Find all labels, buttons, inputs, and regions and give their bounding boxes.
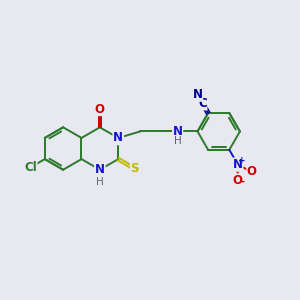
Text: O: O <box>247 166 256 178</box>
Text: O: O <box>232 174 242 187</box>
Text: N: N <box>233 158 243 171</box>
Text: N: N <box>193 88 202 101</box>
Text: H: H <box>96 176 104 187</box>
Text: +: + <box>238 156 246 165</box>
Text: N: N <box>173 125 183 138</box>
Text: N: N <box>113 131 123 144</box>
Text: O: O <box>95 103 105 116</box>
Text: -: - <box>240 177 244 187</box>
Text: S: S <box>130 162 139 175</box>
Text: Cl: Cl <box>24 161 37 174</box>
Text: H: H <box>174 136 182 146</box>
Text: C: C <box>198 97 207 110</box>
Text: N: N <box>95 163 105 176</box>
